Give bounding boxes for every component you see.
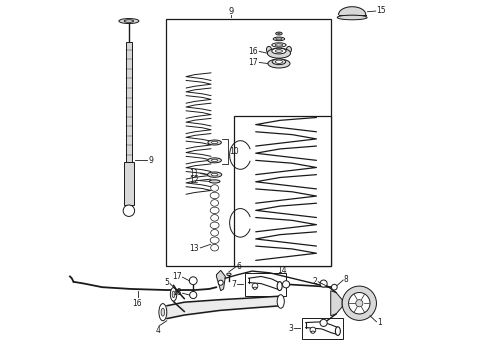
- Text: 11: 11: [190, 169, 199, 178]
- Ellipse shape: [210, 192, 219, 199]
- Text: 9: 9: [148, 156, 153, 165]
- Ellipse shape: [208, 158, 221, 163]
- Ellipse shape: [275, 44, 283, 46]
- Ellipse shape: [207, 172, 222, 177]
- Ellipse shape: [119, 18, 139, 23]
- Ellipse shape: [277, 295, 284, 308]
- Circle shape: [342, 286, 376, 320]
- Ellipse shape: [159, 303, 167, 321]
- Ellipse shape: [211, 174, 218, 176]
- Bar: [302, 318, 343, 339]
- Ellipse shape: [211, 159, 218, 161]
- Text: 5: 5: [164, 278, 169, 287]
- Bar: [245, 273, 286, 296]
- Ellipse shape: [209, 180, 220, 183]
- Ellipse shape: [210, 207, 219, 214]
- Ellipse shape: [277, 282, 282, 291]
- Bar: [124, 162, 134, 205]
- Ellipse shape: [211, 215, 219, 221]
- Ellipse shape: [272, 48, 286, 54]
- Ellipse shape: [268, 48, 291, 58]
- Text: 4: 4: [156, 327, 161, 336]
- Bar: [167, 19, 331, 266]
- Text: 8: 8: [344, 275, 349, 284]
- Text: 14: 14: [278, 266, 287, 275]
- Circle shape: [310, 327, 316, 333]
- Text: 16: 16: [132, 299, 142, 308]
- Text: 15: 15: [376, 6, 386, 15]
- Ellipse shape: [211, 244, 219, 251]
- Ellipse shape: [337, 15, 367, 20]
- Ellipse shape: [335, 327, 341, 336]
- Ellipse shape: [276, 32, 282, 35]
- Ellipse shape: [211, 185, 219, 191]
- Text: 13: 13: [189, 244, 199, 253]
- Ellipse shape: [211, 141, 218, 144]
- Text: 1: 1: [377, 318, 382, 327]
- Circle shape: [218, 280, 223, 285]
- Polygon shape: [339, 7, 366, 15]
- Circle shape: [190, 292, 197, 298]
- Ellipse shape: [227, 273, 231, 275]
- Ellipse shape: [210, 237, 219, 243]
- Text: 16: 16: [248, 46, 258, 55]
- Text: 18: 18: [172, 288, 181, 297]
- Text: 2: 2: [313, 276, 317, 285]
- Ellipse shape: [275, 50, 283, 53]
- Text: 9: 9: [228, 7, 233, 16]
- Text: 6: 6: [236, 262, 241, 271]
- Polygon shape: [331, 291, 342, 316]
- Text: 3: 3: [288, 324, 293, 333]
- Circle shape: [331, 284, 337, 290]
- Circle shape: [283, 281, 290, 288]
- Ellipse shape: [268, 59, 290, 68]
- Bar: [234, 116, 331, 266]
- Circle shape: [123, 205, 135, 216]
- Ellipse shape: [253, 287, 257, 289]
- Ellipse shape: [210, 222, 219, 229]
- Ellipse shape: [172, 291, 175, 297]
- Bar: [126, 42, 132, 162]
- Ellipse shape: [275, 60, 283, 63]
- Text: 12: 12: [190, 176, 199, 185]
- Ellipse shape: [161, 308, 165, 316]
- Ellipse shape: [276, 38, 282, 40]
- Ellipse shape: [211, 230, 219, 236]
- Ellipse shape: [267, 46, 271, 53]
- Ellipse shape: [278, 33, 280, 34]
- Ellipse shape: [124, 20, 134, 22]
- Circle shape: [320, 319, 327, 327]
- Ellipse shape: [272, 43, 286, 47]
- Circle shape: [320, 280, 327, 287]
- Text: 17: 17: [248, 58, 258, 67]
- Ellipse shape: [311, 331, 315, 333]
- Text: 17: 17: [172, 272, 181, 281]
- Ellipse shape: [208, 140, 221, 145]
- Ellipse shape: [273, 37, 285, 41]
- Circle shape: [252, 283, 258, 289]
- Circle shape: [356, 300, 363, 307]
- Circle shape: [189, 277, 197, 285]
- Ellipse shape: [287, 46, 292, 53]
- Ellipse shape: [171, 288, 177, 301]
- Ellipse shape: [211, 200, 219, 206]
- Text: 7: 7: [231, 280, 236, 289]
- Polygon shape: [217, 270, 225, 291]
- Circle shape: [348, 293, 370, 314]
- Ellipse shape: [272, 59, 286, 64]
- Text: 10: 10: [230, 147, 239, 156]
